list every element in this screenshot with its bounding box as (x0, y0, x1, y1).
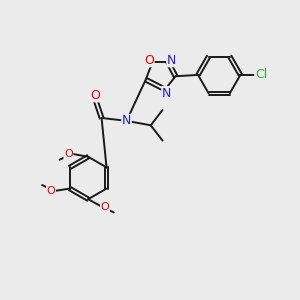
Text: O: O (144, 54, 154, 67)
Text: N: N (122, 114, 131, 128)
Text: O: O (64, 149, 73, 159)
Text: N: N (167, 54, 176, 67)
Text: O: O (90, 89, 100, 102)
Text: N: N (162, 86, 171, 100)
Text: Cl: Cl (255, 68, 267, 81)
Text: O: O (100, 202, 109, 212)
Text: O: O (46, 186, 55, 196)
